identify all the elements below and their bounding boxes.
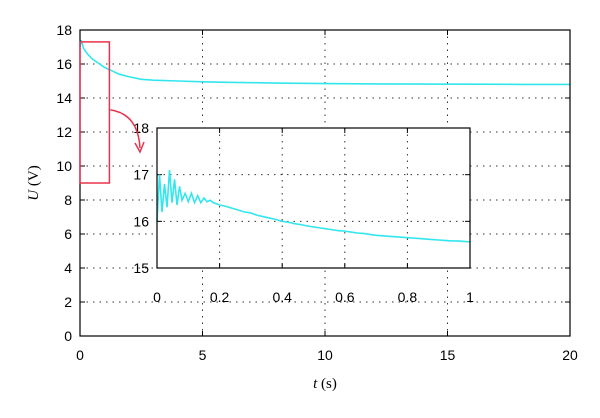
main-xtick-label-2: 10 <box>317 347 333 363</box>
main-series-line-0 <box>79 39 570 86</box>
main-grid <box>80 30 570 336</box>
inset-xtick-label-2: 0.4 <box>272 289 292 305</box>
main-ytick-label-0: 0 <box>64 328 72 344</box>
main-xtick-label-1: 5 <box>199 347 207 363</box>
inset-xtick-label-0: 0 <box>153 289 161 305</box>
main-series <box>79 39 570 86</box>
main-xtick-label-3: 15 <box>440 347 456 363</box>
y-axis-label-var: U <box>26 189 42 201</box>
inset-ytick-label-2: 17 <box>133 167 149 183</box>
main-ytick-label-7: 14 <box>56 90 72 106</box>
main-xtick-label-4: 20 <box>562 347 578 363</box>
inset-series <box>156 169 471 243</box>
main-ytick-label-6: 12 <box>56 124 72 140</box>
highlight-region <box>79 41 111 184</box>
inset-ytick-label-1: 16 <box>133 213 149 229</box>
x-axis-label-unit: (s) <box>317 376 337 392</box>
y-axis-label-unit: (V) <box>26 165 42 190</box>
inset-xtick-label-3: 0.6 <box>335 289 355 305</box>
x-axis-label: t (s) <box>313 376 337 392</box>
highlight-box <box>79 41 111 184</box>
inset-grid <box>157 128 470 268</box>
main-ytick-label-1: 2 <box>64 294 72 310</box>
y-axis-label: U (V) <box>26 165 42 200</box>
x-axis-label-var: t <box>313 376 318 392</box>
inset-xtick-label-5: 1 <box>466 289 474 305</box>
callout-arrow <box>110 109 145 154</box>
main-ytick-label-5: 10 <box>56 158 72 174</box>
callout-arrow-line <box>110 109 141 149</box>
inset-plot-frame <box>156 127 471 269</box>
inset-series-line-0 <box>156 169 471 243</box>
main-ytick-label-4: 8 <box>64 192 72 208</box>
inset-xtick-label-4: 0.8 <box>398 289 418 305</box>
main-ytick-label-9: 18 <box>56 22 72 38</box>
main-xtick-label-0: 0 <box>76 347 84 363</box>
inset-background <box>157 128 470 268</box>
inset-xtick-label-1: 0.2 <box>210 289 230 305</box>
main-ytick-label-2: 4 <box>64 260 72 276</box>
main-ytick-label-8: 16 <box>56 56 72 72</box>
inset-ytick-label-0: 15 <box>133 260 149 276</box>
callout-arrow-head <box>134 141 145 154</box>
main-ytick-label-3: 6 <box>64 226 72 242</box>
